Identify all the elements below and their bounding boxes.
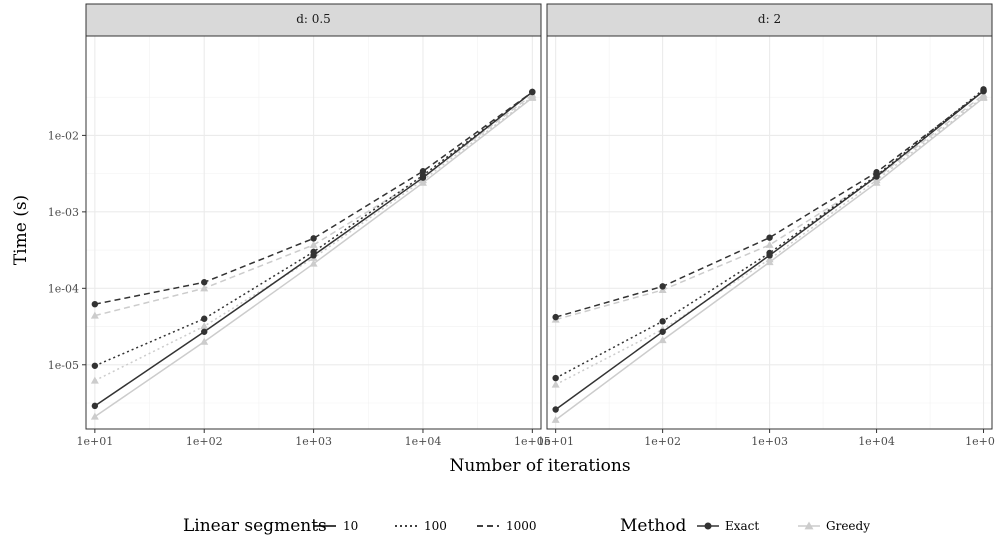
data-point: [90, 412, 99, 420]
method-legend-keys: Exact Greedy: [697, 519, 870, 533]
x-tick-label: 1e+01: [537, 435, 574, 448]
data-point: [91, 362, 99, 369]
x-tick-label: 1e+04: [405, 435, 442, 448]
series-exact-1000: [552, 87, 987, 321]
data-point: [200, 337, 209, 345]
data-point: [309, 240, 318, 248]
data-point: [980, 87, 987, 95]
y-axis-title: Time (s): [11, 195, 31, 265]
legend: Linear segments 10 100 1000 Method Exact Gr…: [183, 516, 870, 536]
data-point: [765, 240, 774, 248]
x-tick-label: 1e+04: [858, 435, 895, 448]
data-point: [91, 300, 99, 308]
data-point: [90, 376, 99, 384]
data-point: [873, 169, 880, 176]
data-point: [658, 336, 667, 344]
axis-titles: Number of iterations Time (s): [11, 195, 631, 476]
series-line: [555, 96, 984, 386]
gridlines: [547, 36, 992, 429]
x-tick-label: 1e+03: [751, 435, 788, 448]
data-point: [200, 284, 209, 292]
data-point: [310, 248, 317, 256]
linetype-legend-title: Linear segments: [183, 516, 327, 536]
data-point: [552, 313, 559, 321]
series-line: [94, 91, 533, 367]
x-tick-label: 1e+05: [514, 435, 551, 448]
x-tick-label: 1e+05: [965, 435, 995, 448]
method-legend-title: Method: [620, 516, 686, 536]
data-point: [659, 318, 666, 325]
data-point: [551, 415, 560, 423]
panel-strip-label: d: 2: [758, 12, 781, 26]
y-tick-label: 1e-04: [48, 282, 79, 295]
data-point: [200, 322, 209, 330]
x-tick-label: 1e+03: [295, 435, 332, 448]
panel: d: 0.5 1e+01 1e+02 1e+03 1e+04 1e+05 1e-05 1e-0…: [48, 3, 551, 448]
data-point: [766, 234, 773, 241]
data-point: [310, 235, 317, 242]
panels: d: 0.5 1e+01 1e+02 1e+03 1e+04 1e+05 1e-05 1e-0…: [48, 3, 995, 448]
x-axis-title: Number of iterations: [449, 456, 630, 476]
data-point: [90, 311, 99, 319]
x-tick-label: 1e+02: [644, 435, 681, 448]
series-line: [555, 94, 984, 321]
data-point: [765, 255, 774, 263]
panel-strip: [85, 3, 542, 37]
series-exact-1000: [91, 88, 536, 308]
panel: d: 2 1e+01 1e+02 1e+03 1e+04 1e+05: [537, 3, 995, 448]
data-point: [419, 168, 427, 175]
data-point: [91, 402, 99, 410]
data-point: [552, 374, 559, 382]
legend-label: Exact: [725, 519, 759, 533]
data-point: [201, 279, 208, 286]
legend-key-method-marker: [704, 522, 712, 530]
panel-strip: [546, 3, 993, 37]
data-point: [201, 315, 208, 322]
panel-strip-label: d: 0.5: [296, 12, 331, 26]
x-tick-label: 1e+02: [186, 435, 223, 448]
data-point: [201, 328, 208, 335]
y-tick-label: 1e-02: [48, 129, 79, 142]
data-point: [659, 328, 666, 335]
series-line: [555, 88, 984, 379]
series-line: [94, 91, 533, 305]
legend-label: 100: [424, 519, 447, 533]
data-point: [659, 283, 666, 290]
data-point: [529, 88, 536, 96]
data-point: [309, 259, 318, 267]
linetype-legend-keys: 10 100 1000: [314, 519, 537, 533]
data-point: [552, 406, 559, 413]
legend-label: 10: [343, 519, 358, 533]
legend-label: Greedy: [826, 519, 870, 533]
y-tick-label: 1e-05: [48, 359, 79, 372]
y-tick-label: 1e-03: [48, 206, 79, 219]
legend-label: 1000: [506, 519, 537, 533]
legend-key-method-marker: [804, 521, 814, 530]
data-point: [551, 380, 560, 388]
x-tick-label: 1e+01: [76, 435, 113, 448]
series-line: [555, 90, 984, 318]
data-point: [766, 249, 773, 257]
